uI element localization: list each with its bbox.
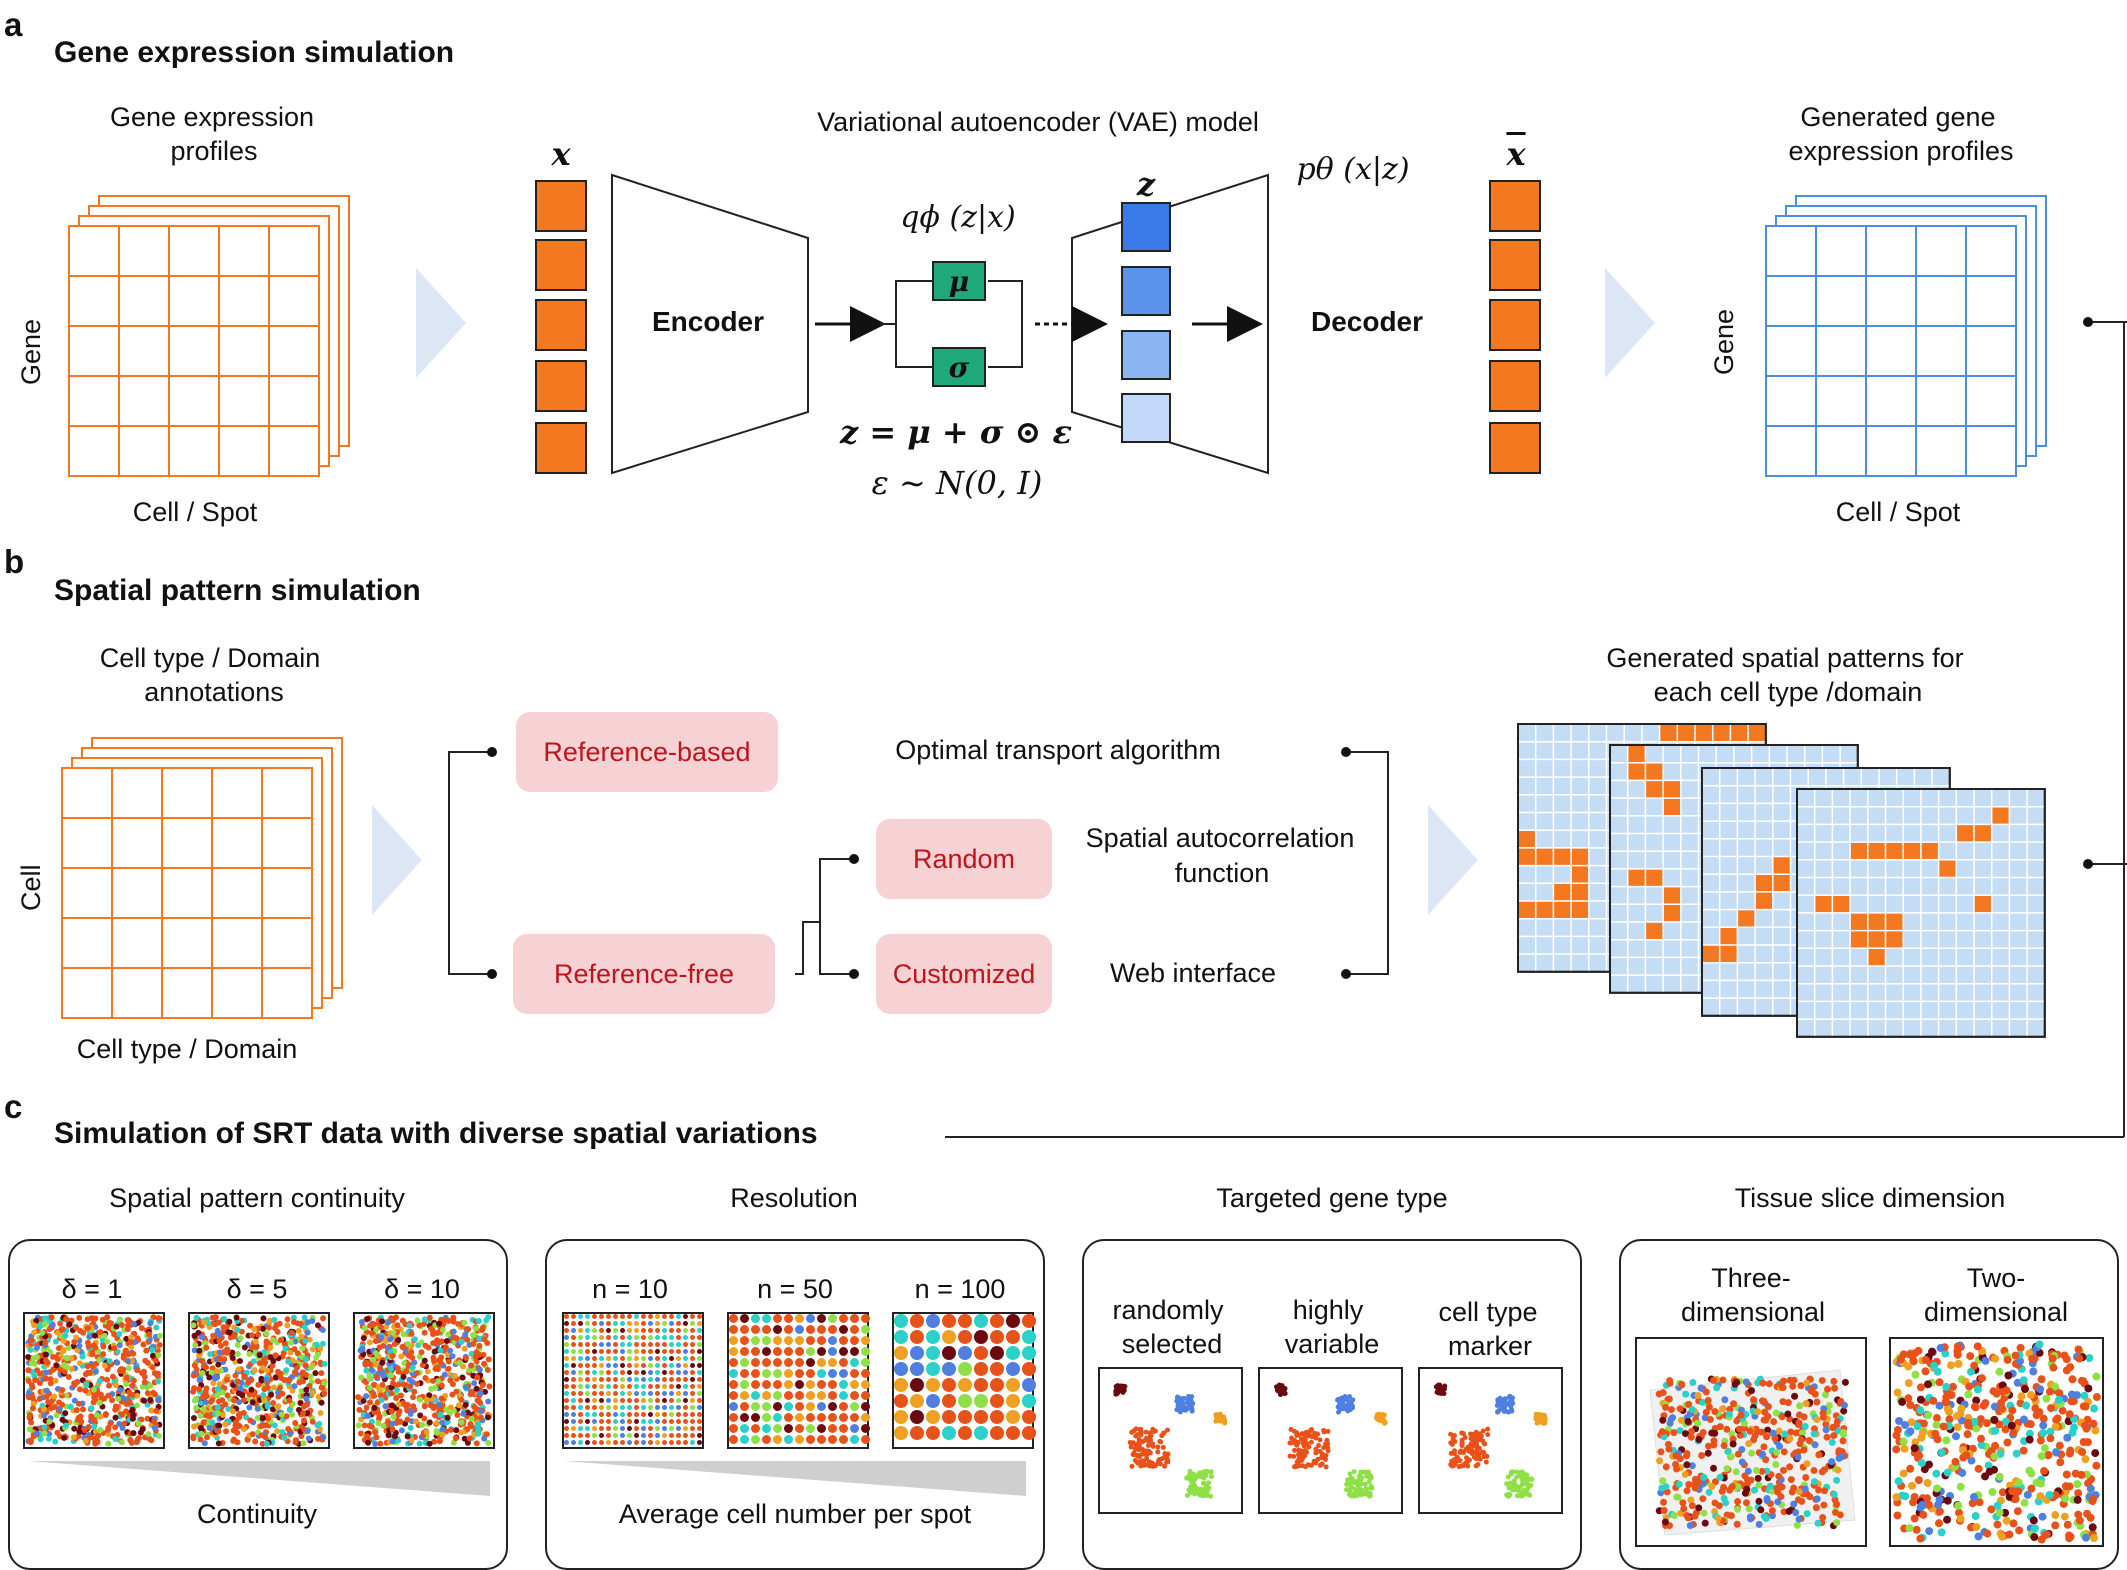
n-50-label: n = 50 — [757, 1274, 833, 1304]
group-continuity-title: Spatial pattern continuity — [109, 1183, 405, 1213]
xbar-vector-cell — [1489, 239, 1541, 291]
input-label-line1: Gene expression — [109, 102, 315, 132]
x-vector-cell — [535, 360, 587, 412]
n-100-label: n = 100 — [914, 1274, 1006, 1304]
panel-b-title: Spatial pattern simulation — [54, 574, 421, 607]
input-expression-grid — [68, 225, 320, 477]
gene-type-panel — [1082, 1239, 1582, 1570]
autocorr-label-line2: function — [1174, 858, 1270, 888]
xbar-vector-cell — [1489, 422, 1541, 474]
dim-3d-line1: Three- — [1711, 1263, 1791, 1293]
ref-bracket — [448, 751, 492, 975]
output-label-line2: expression profiles — [1788, 136, 2014, 166]
dim-3d-line2: dimensional — [1680, 1297, 1826, 1327]
b-output-label-line1: Generated spatial patterns for — [1606, 643, 1964, 673]
x-vector-cell — [535, 422, 587, 474]
resolution-wedge — [564, 1461, 1026, 1496]
decoder-label: Decoder — [1310, 306, 1424, 337]
gene-random-line1: randomly — [1112, 1295, 1224, 1325]
n-10-label: n = 10 — [592, 1274, 668, 1304]
mu-sigma-bracket-right — [988, 280, 1023, 368]
continuity-footer: Continuity — [196, 1499, 318, 1529]
axis-cell-spot: Cell / Spot — [132, 497, 258, 527]
panel-letter-c: c — [4, 1088, 23, 1125]
z-latent-cell — [1121, 393, 1171, 443]
output-axis-cell-spot: Cell / Spot — [1835, 497, 1961, 527]
reference-free-pill: Reference-free — [513, 934, 775, 1014]
panel-c-title: Simulation of SRT data with diverse spat… — [54, 1117, 818, 1150]
continuity-wedge — [28, 1461, 490, 1496]
optimal-transport-label: Optimal transport algorithm — [895, 735, 1221, 765]
input-annotation-grid — [61, 767, 313, 1019]
web-interface-label: Web interface — [1109, 958, 1277, 988]
customized-pill: Customized — [876, 934, 1052, 1014]
axis-cell-type: Cell type / Domain — [76, 1034, 298, 1064]
gene-random-line2: selected — [1121, 1329, 1223, 1359]
group-dimension-title: Tissue slice dimension — [1734, 1183, 2006, 1213]
z-symbol: z — [1136, 165, 1156, 203]
delta-1-label: δ = 1 — [61, 1274, 123, 1304]
delta-10-label: δ = 10 — [384, 1274, 460, 1304]
b-input-label-line1: Cell type / Domain — [99, 643, 321, 673]
dim-2d-line1: Two- — [1966, 1263, 2026, 1293]
panel-letter-b: b — [4, 543, 25, 580]
xbar-vector-cell — [1489, 299, 1541, 351]
axis-cell: Cell — [16, 864, 46, 911]
dim-2d-line2: dimensional — [1923, 1297, 2069, 1327]
xbar-symbol: x — [1506, 135, 1526, 173]
dimension-panel — [1619, 1239, 2119, 1570]
p-label: pθ (x|z) — [1296, 152, 1410, 187]
gene-marker-line1: cell type — [1438, 1297, 1538, 1327]
noise-equation: ε ∼ N(0, I) — [871, 464, 1043, 502]
encoder-shape — [611, 173, 809, 475]
b-input-label-line2: annotations — [144, 677, 284, 707]
mu-sigma-bracket-left — [895, 280, 932, 368]
method-bracket — [1346, 751, 1389, 975]
axis-gene: Gene — [16, 318, 46, 385]
b-output-label-line2: each cell type /domain — [1653, 677, 1923, 707]
reference-based-pill: Reference-based — [516, 712, 778, 792]
delta-5-label: δ = 5 — [226, 1274, 288, 1304]
spatial-pattern-grid — [1796, 788, 2046, 1038]
q-label: qϕ (z|x) — [900, 200, 1016, 235]
x-vector-cell — [535, 180, 587, 232]
x-vector-cell — [535, 299, 587, 351]
panel-a-title: Gene expression simulation — [54, 36, 455, 69]
output-expression-grid — [1765, 225, 2017, 477]
mu-box: μ — [932, 261, 986, 301]
free-bracket — [795, 921, 820, 975]
panel-letter-a: a — [4, 6, 23, 43]
vae-title: Variational autoencoder (VAE) model — [817, 107, 1259, 137]
z-latent-cell — [1121, 266, 1171, 316]
z-latent-cell — [1121, 330, 1171, 380]
gene-marker-line2: marker — [1447, 1331, 1533, 1361]
xbar-vector-cell — [1489, 360, 1541, 412]
gene-hv-line1: highly — [1292, 1295, 1364, 1325]
flow-arrow-a-left — [416, 268, 466, 378]
random-custom-bracket — [819, 858, 854, 975]
z-latent-cell — [1121, 202, 1171, 252]
output-axis-gene: Gene — [1709, 308, 1739, 375]
x-vector-cell — [535, 239, 587, 291]
random-pill: Random — [876, 819, 1052, 899]
input-label-line2: profiles — [170, 136, 258, 166]
group-resolution-title: Resolution — [730, 1183, 858, 1213]
group-gene-type-title: Targeted gene type — [1216, 1183, 1448, 1213]
flow-arrow-b-right — [1428, 805, 1478, 915]
flow-arrow-a-right — [1605, 268, 1655, 378]
output-label-line1: Generated gene — [1800, 102, 1996, 132]
reparam-equation: z = μ + σ ⊙ ε — [840, 413, 1072, 451]
encoder-label: Encoder — [651, 306, 765, 337]
autocorr-label-line1: Spatial autocorrelation — [1085, 823, 1355, 853]
x-symbol: x — [551, 135, 571, 173]
sigma-box: σ — [932, 347, 986, 387]
xbar-vector-cell — [1489, 180, 1541, 232]
gene-hv-line2: variable — [1284, 1329, 1380, 1359]
flow-arrow-b-left — [372, 805, 422, 915]
resolution-footer: Average cell number per spot — [618, 1499, 972, 1529]
